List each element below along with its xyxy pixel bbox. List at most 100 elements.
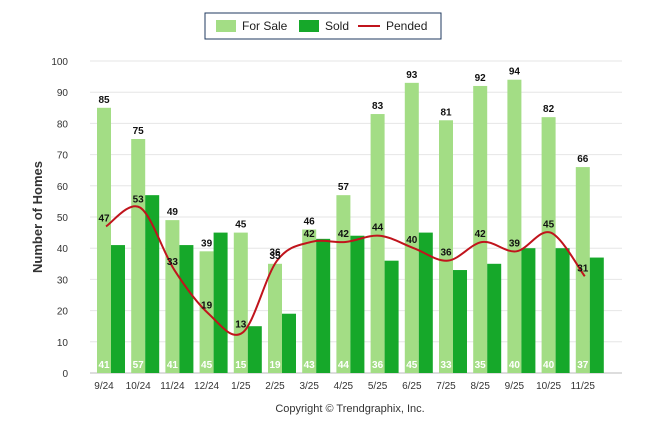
legend-swatch-sold xyxy=(299,20,319,32)
pended-value-label: 42 xyxy=(338,229,350,240)
for-sale-value-label: 82 xyxy=(543,104,555,115)
bar-sold xyxy=(282,313,296,373)
legend-box xyxy=(204,12,442,40)
x-tick-label: 12/24 xyxy=(194,381,219,392)
y-tick-label: 90 xyxy=(57,88,69,99)
for-sale-value-label: 35 xyxy=(269,251,281,262)
legend-label-pended: Pended xyxy=(386,19,427,33)
for-sale-value-label: 46 xyxy=(304,216,316,227)
pended-value-label: 39 xyxy=(509,238,521,249)
for-sale-value-label: 57 xyxy=(338,182,350,193)
sold-value-label: 44 xyxy=(338,360,350,371)
pended-value-label: 36 xyxy=(269,248,281,259)
bar-for-sale xyxy=(575,167,590,373)
pended-value-label: 45 xyxy=(543,220,555,231)
for-sale-value-label: 45 xyxy=(235,220,247,231)
bar-for-sale xyxy=(370,114,385,373)
sold-value-label: 40 xyxy=(509,360,521,371)
y-tick-label: 50 xyxy=(57,213,69,224)
for-sale-value-label: 49 xyxy=(167,207,179,218)
y-tick-label: 0 xyxy=(62,369,68,380)
legend-label-sold: Sold xyxy=(325,19,349,33)
bar-for-sale xyxy=(97,107,111,374)
y-axis-label: Number of Homes xyxy=(30,161,45,273)
bar-for-sale xyxy=(233,232,248,373)
y-axis: 0 10 20 30 40 50 60 70 80 90 100 xyxy=(51,57,68,380)
bar-sold xyxy=(453,270,467,373)
sold-value-label: 43 xyxy=(304,360,316,371)
bar-sold xyxy=(555,248,570,373)
x-axis: 9/24 10/24 11/24 12/24 1/25 2/25 3/25 4/25 5/25 6… xyxy=(94,381,595,392)
sold-value-label: 37 xyxy=(577,360,589,371)
bar-sold xyxy=(418,232,433,373)
x-tick-label: 2/25 xyxy=(265,381,285,392)
pended-series xyxy=(105,205,586,336)
x-tick-label: 9/25 xyxy=(505,381,525,392)
bar-sold xyxy=(384,260,399,373)
copyright-footer: Copyright © Trendgraphix, Inc. xyxy=(275,403,424,415)
pended-line xyxy=(105,205,586,336)
sold-value-label: 45 xyxy=(201,360,213,371)
x-tick-label: 8/25 xyxy=(470,381,490,392)
bar-for-sale xyxy=(131,139,146,373)
bar-sold xyxy=(145,195,160,373)
for-sale-value-label: 94 xyxy=(509,67,521,78)
for-sale-value-label: 81 xyxy=(440,107,452,118)
for-sale-value-label: 93 xyxy=(406,70,418,81)
for-sale-value-label: 83 xyxy=(372,101,384,112)
pended-value-label: 19 xyxy=(201,301,213,312)
y-tick-label: 60 xyxy=(57,182,69,193)
sold-value-label: 41 xyxy=(98,360,110,371)
sold-value-label: 57 xyxy=(133,360,145,371)
sold-value-label: 45 xyxy=(406,360,418,371)
bars xyxy=(97,79,604,374)
y-tick-label: 70 xyxy=(57,151,69,162)
pended-value-label: 40 xyxy=(406,235,418,246)
bar-for-sale xyxy=(268,263,282,373)
x-tick-label: 5/25 xyxy=(368,381,388,392)
x-tick-label: 4/25 xyxy=(334,381,354,392)
bar-for-sale xyxy=(473,85,488,374)
pended-value-label: 31 xyxy=(577,263,589,274)
x-tick-label: 3/25 xyxy=(299,381,319,392)
bar-for-sale xyxy=(336,195,351,373)
pended-value-label: 42 xyxy=(304,229,316,240)
bar-for-sale xyxy=(404,82,419,373)
x-tick-label: 11/24 xyxy=(160,381,185,392)
for-sale-value-label: 66 xyxy=(577,154,589,165)
legend: For Sale Sold Pended xyxy=(204,12,442,40)
legend-label-for-sale: For Sale xyxy=(242,19,288,33)
x-tick-label: 7/25 xyxy=(436,381,456,392)
sold-value-label: 33 xyxy=(440,360,452,371)
legend-swatch-for-sale xyxy=(216,20,236,32)
pended-value-label: 33 xyxy=(167,257,179,268)
pended-value-label: 36 xyxy=(440,248,452,259)
bar-for-sale xyxy=(165,220,180,373)
for-sale-value-label: 39 xyxy=(201,238,213,249)
y-tick-label: 40 xyxy=(57,244,69,255)
bar-sold xyxy=(247,326,262,373)
for-sale-value-label: 75 xyxy=(133,126,145,137)
sold-value-label: 35 xyxy=(475,360,487,371)
bar-sold xyxy=(179,245,194,373)
pended-value-label: 42 xyxy=(475,229,487,240)
y-tick-label: 20 xyxy=(57,307,69,318)
pended-value-label: 53 xyxy=(133,195,145,206)
sold-value-label: 19 xyxy=(269,360,281,371)
pended-value-label: 47 xyxy=(98,213,110,224)
x-tick-label: 10/24 xyxy=(126,381,151,392)
bar-sold xyxy=(316,238,331,373)
bar-sold xyxy=(350,235,365,373)
sold-value-label: 40 xyxy=(543,360,555,371)
x-tick-label: 1/25 xyxy=(231,381,251,392)
sold-value-label: 41 xyxy=(167,360,179,371)
bar-for-sale xyxy=(507,79,522,373)
pended-value-label: 13 xyxy=(235,319,247,330)
sold-value-label: 15 xyxy=(235,360,247,371)
bar-for-sale xyxy=(541,117,556,373)
x-tick-label: 9/24 xyxy=(94,381,114,392)
bar-for-sale xyxy=(439,120,453,373)
bar-sold xyxy=(521,248,536,373)
sold-value-label: 36 xyxy=(372,360,384,371)
bar-sold xyxy=(589,257,604,373)
